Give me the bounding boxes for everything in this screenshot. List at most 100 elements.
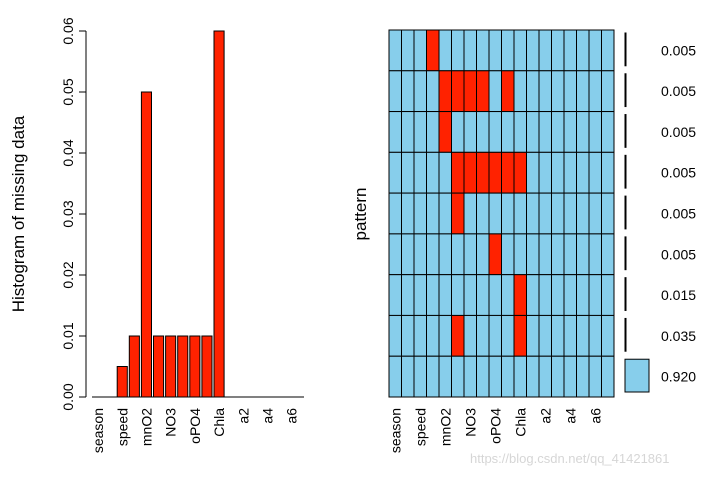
pattern-cell-1-cl [451, 29, 465, 72]
pattern-proportion-bar [624, 154, 627, 189]
pattern-cell-6-a6 [588, 233, 602, 276]
histogram-x-tick-label: mnO2 [138, 408, 154, 446]
pattern-cell-4-a4 [563, 151, 577, 194]
pattern-cell-3-season [388, 111, 402, 153]
pattern-cell-9-po4 [501, 355, 515, 398]
pattern-cell-5-a3 [551, 192, 565, 235]
pattern-cell-9-a7 [601, 355, 615, 398]
pattern-proportion-label: 0.005 [661, 165, 696, 181]
pattern-cell-4-opo4 [488, 151, 502, 194]
histogram-y-tick-label: 0.02 [60, 261, 76, 288]
pattern-cell-6-a1 [526, 233, 540, 276]
pattern-x-tick-label: oPO4 [487, 408, 503, 444]
pattern-cell-4-season [388, 151, 402, 194]
pattern-cell-2-size [401, 70, 415, 113]
pattern-proportion-label: 0.005 [661, 206, 696, 222]
pattern-cell-5-chla [513, 192, 527, 235]
pattern-cell-3-a1 [526, 111, 540, 153]
pattern-cell-9-speed [413, 355, 427, 398]
histogram-y-tick-label: 0.00 [60, 383, 76, 410]
histogram-y-tick-label: 0.06 [60, 17, 76, 44]
pattern-cell-2-mno2 [438, 70, 452, 113]
pattern-cell-3-po4 [501, 111, 515, 153]
pattern-cell-6-nh4 [476, 233, 490, 276]
pattern-cell-5-cl [451, 192, 465, 235]
pattern-x-tick-label: a6 [587, 408, 603, 424]
pattern-x-tick-label: speed [412, 408, 428, 446]
pattern-cell-2-a4 [563, 70, 577, 113]
pattern-cell-7-a2 [538, 274, 552, 316]
pattern-cell-4-mno2 [438, 151, 452, 194]
pattern-cell-9-a5 [576, 355, 590, 398]
pattern-cell-8-mxph [426, 314, 440, 357]
histogram-bar-speed [116, 366, 128, 398]
pattern-cell-4-a6 [588, 151, 602, 194]
watermark: https://blog.csdn.net/qq_41421861 [470, 451, 670, 466]
pattern-cell-9-a1 [526, 355, 540, 398]
pattern-cell-8-cl [451, 314, 465, 357]
histogram-y-tick-label: 0.03 [60, 200, 76, 227]
pattern-cell-4-po4 [501, 151, 515, 194]
pattern-cell-5-nh4 [476, 192, 490, 235]
pattern-cell-5-speed [413, 192, 427, 235]
pattern-cell-9-a6 [588, 355, 602, 398]
pattern-cell-2-po4 [501, 70, 515, 113]
pattern-cell-5-season [388, 192, 402, 235]
pattern-cell-2-season [388, 70, 402, 113]
pattern-proportion-bar [624, 32, 627, 67]
pattern-cell-6-a2 [538, 233, 552, 276]
pattern-cell-1-speed [413, 29, 427, 72]
pattern-cell-3-a2 [538, 111, 552, 153]
histogram-x-tick-label: a2 [235, 408, 251, 424]
pattern-x-tick-label: NO3 [462, 408, 478, 437]
pattern-cell-8-a7 [601, 314, 615, 357]
pattern-cell-9-a4 [563, 355, 577, 398]
pattern-cell-9-a3 [551, 355, 565, 398]
pattern-cell-2-chla [513, 70, 527, 113]
pattern-cell-4-a1 [526, 151, 540, 194]
pattern-cell-3-a7 [601, 111, 615, 153]
pattern-proportion-bar [624, 277, 627, 311]
pattern-cell-2-a1 [526, 70, 540, 113]
histogram-x-tick-label: NO3 [163, 408, 179, 437]
pattern-cell-1-season [388, 29, 402, 72]
pattern-cell-5-a1 [526, 192, 540, 235]
pattern-cell-4-speed [413, 151, 427, 194]
pattern-cell-2-a2 [538, 70, 552, 113]
pattern-cell-6-speed [413, 233, 427, 276]
pattern-cell-3-no3 [463, 111, 477, 153]
pattern-proportion-label: 0.005 [661, 246, 696, 262]
pattern-cell-1-po4 [501, 29, 515, 72]
pattern-cell-6-no3 [463, 233, 477, 276]
pattern-cell-1-mno2 [438, 29, 452, 72]
pattern-cell-7-chla [513, 274, 527, 316]
pattern-cell-2-cl [451, 70, 465, 113]
pattern-cell-1-opo4 [488, 29, 502, 72]
pattern-cell-9-opo4 [488, 355, 502, 398]
pattern-cell-8-a1 [526, 314, 540, 357]
pattern-cell-2-a3 [551, 70, 565, 113]
pattern-cell-5-size [401, 192, 415, 235]
pattern-cell-8-opo4 [488, 314, 502, 357]
pattern-cell-6-a3 [551, 233, 565, 276]
pattern-cell-7-no3 [463, 274, 477, 316]
histogram-x-tick-label: oPO4 [187, 408, 203, 444]
pattern-cell-8-nh4 [476, 314, 490, 357]
pattern-cell-2-a7 [601, 70, 615, 113]
pattern-cell-7-a3 [551, 274, 565, 316]
pattern-cell-7-nh4 [476, 274, 490, 316]
pattern-proportion-bar [624, 317, 627, 352]
pattern-cell-5-mno2 [438, 192, 452, 235]
histogram-bar-mxph [128, 335, 140, 398]
histogram-bar-chla [213, 30, 225, 398]
pattern-cell-8-a6 [588, 314, 602, 357]
pattern-proportion-bar [624, 358, 650, 393]
pattern-cell-4-nh4 [476, 151, 490, 194]
pattern-cell-7-speed [413, 274, 427, 316]
pattern-cell-7-season [388, 274, 402, 316]
pattern-cell-6-opo4 [488, 233, 502, 276]
pattern-cell-7-cl [451, 274, 465, 316]
histogram-bar-po4 [201, 335, 213, 398]
pattern-cell-8-mno2 [438, 314, 452, 357]
